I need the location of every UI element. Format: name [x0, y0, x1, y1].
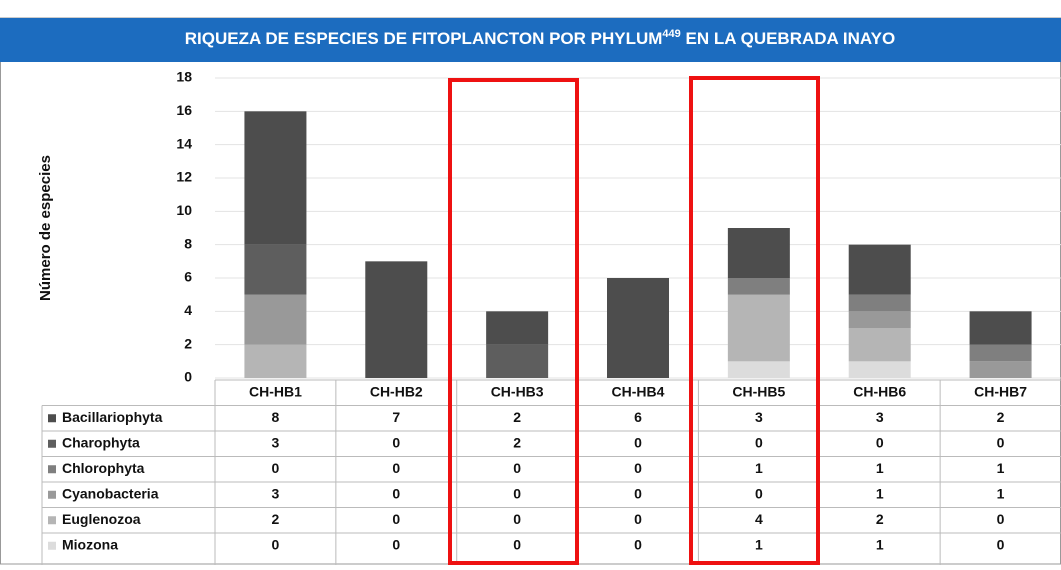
table-value: 0 [997, 511, 1005, 527]
y-axis-label: Número de especies [37, 155, 54, 301]
bar-segment [848, 294, 911, 312]
bar-segment [244, 111, 307, 245]
chart-title: RIQUEZA DE ESPECIES DE FITOPLANCTON POR … [185, 28, 895, 49]
x-tick-label: CH-HB7 [974, 383, 1027, 399]
table-value: 2 [513, 434, 521, 450]
bar-segment [244, 244, 307, 295]
x-tick-label: CH-HB4 [612, 383, 665, 399]
y-tick-label: 0 [184, 369, 192, 385]
bar-segment [969, 311, 1032, 345]
bar-segment [607, 278, 669, 378]
x-tick-label: CH-HB1 [249, 383, 302, 399]
table-value: 1 [997, 485, 1005, 501]
y-tick-label: 4 [184, 302, 192, 318]
x-tick-label: CH-HB2 [370, 383, 423, 399]
y-tick-label: 16 [176, 102, 192, 118]
legend-label: Charophyta [62, 434, 140, 450]
table-value: 3 [755, 409, 763, 425]
legend-label: Miozona [62, 536, 118, 552]
table-value: 2 [513, 409, 521, 425]
highlight-box [689, 76, 820, 565]
table-value: 0 [755, 485, 763, 501]
y-tick-label: 10 [176, 202, 192, 218]
table-value: 2 [876, 511, 884, 527]
bar-segment [727, 294, 790, 362]
legend-label: Cyanobacteria [62, 485, 159, 501]
table-value: 0 [392, 511, 400, 527]
table-value: 0 [997, 536, 1005, 552]
table-value: 0 [392, 460, 400, 476]
table-value: 1 [876, 485, 884, 501]
table-value: 7 [392, 409, 400, 425]
table-value: 0 [634, 460, 642, 476]
table-value: 0 [513, 460, 521, 476]
y-tick-label: 14 [176, 135, 192, 151]
table-value: 4 [755, 511, 763, 527]
legend-swatch [48, 465, 56, 474]
x-tick-label: CH-HB5 [732, 383, 785, 399]
y-tick-label: 2 [184, 335, 192, 351]
table-value: 0 [392, 434, 400, 450]
table-value: 0 [392, 485, 400, 501]
table-value: 0 [272, 460, 280, 476]
table-value: 0 [272, 536, 280, 552]
bar-segment [365, 261, 428, 378]
table-value: 0 [513, 511, 521, 527]
table-value: 3 [272, 485, 280, 501]
table-value: 0 [876, 434, 884, 450]
table-value: 0 [634, 511, 642, 527]
table-value: 0 [513, 536, 521, 552]
table-value: 0 [634, 536, 642, 552]
y-tick-label: 6 [184, 269, 192, 285]
highlight-box [448, 78, 579, 565]
legend-label: Euglenozoa [62, 511, 141, 527]
bar-segment [486, 344, 549, 378]
bar-segment [848, 244, 911, 295]
table-value: 3 [272, 434, 280, 450]
table-value: 0 [755, 434, 763, 450]
bar-segment [969, 344, 1032, 362]
table-value: 8 [272, 409, 280, 425]
legend-swatch [48, 439, 56, 448]
bar-segment [244, 294, 307, 345]
table-value: 1 [997, 460, 1005, 476]
table-value: 1 [876, 536, 884, 552]
table-value: 2 [997, 409, 1005, 425]
title-bar [0, 18, 1061, 62]
legend-swatch [48, 541, 56, 550]
table-value: 1 [876, 460, 884, 476]
bar-segment [848, 311, 911, 328]
bar-segment [848, 328, 911, 362]
bar-segment [848, 361, 911, 378]
bar-segment [727, 278, 790, 295]
legend-label: Bacillariophyta [62, 409, 163, 425]
y-tick-label: 18 [176, 69, 192, 85]
legend-label: Chlorophyta [62, 460, 145, 476]
table-value: 0 [997, 434, 1005, 450]
legend-swatch [48, 414, 56, 423]
table-value: 0 [634, 434, 642, 450]
x-tick-label: CH-HB3 [491, 383, 544, 399]
table-value: 0 [634, 485, 642, 501]
bar-segment [969, 361, 1032, 378]
bar-segment [727, 228, 790, 278]
table-value: 1 [755, 536, 763, 552]
legend-swatch [48, 516, 56, 525]
table-value: 3 [876, 409, 884, 425]
table-value: 1 [755, 460, 763, 476]
x-tick-label: CH-HB6 [853, 383, 906, 399]
table-value: 0 [513, 485, 521, 501]
y-tick-label: 8 [184, 235, 192, 251]
legend-swatch [48, 490, 56, 499]
table-value: 0 [392, 536, 400, 552]
bar-segment [486, 311, 549, 345]
bar-segment [727, 361, 790, 378]
table-value: 2 [272, 511, 280, 527]
y-tick-label: 12 [176, 169, 192, 185]
bar-segment [244, 344, 307, 378]
table-value: 6 [634, 409, 642, 425]
